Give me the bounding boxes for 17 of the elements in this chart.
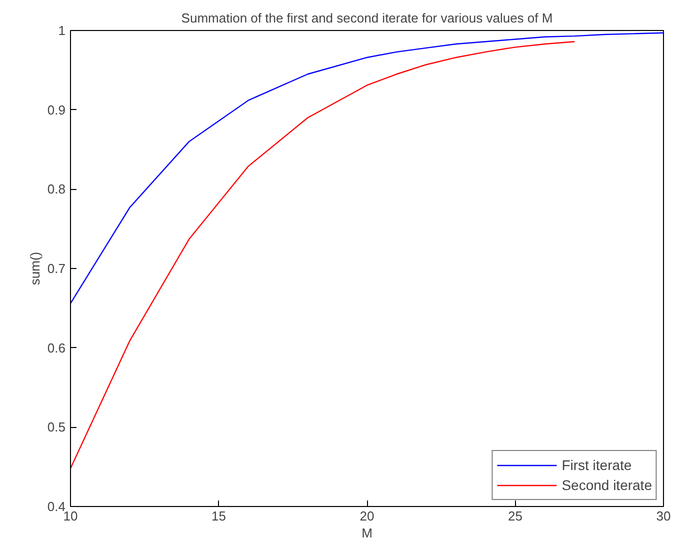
x-tick-label: 30 — [656, 508, 671, 524]
chart-title: Summation of the first and second iterate for various values of M — [181, 10, 553, 26]
x-axis-title: M — [362, 526, 372, 540]
y-tick-label: 0.8 — [47, 182, 66, 197]
line-series — [70, 32, 664, 304]
legend-label: Second iterate — [562, 477, 652, 493]
legend-label: First iterate — [562, 457, 632, 473]
y-tick-label: 1 — [58, 23, 66, 38]
x-tick-label: 15 — [212, 508, 226, 524]
y-tick-label: 0.5 — [47, 420, 66, 435]
x-tick-label: 20 — [360, 508, 374, 524]
x-tick-label: 25 — [508, 508, 522, 524]
y-tick-label: 0.6 — [47, 340, 66, 356]
y-tick-label: 0.9 — [47, 102, 66, 118]
y-axis-title: sum() — [27, 252, 42, 286]
y-tick-label: 0.4 — [47, 499, 66, 514]
y-tick-label: 0.7 — [47, 261, 66, 276]
